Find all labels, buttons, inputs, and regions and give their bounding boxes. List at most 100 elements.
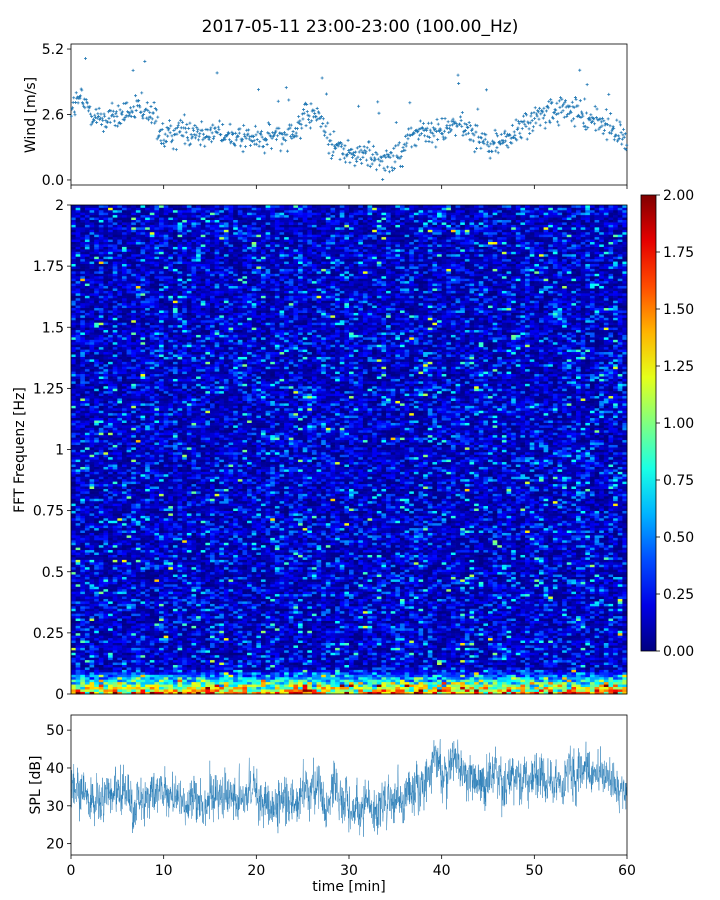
wind-point	[135, 109, 138, 112]
spectrogram-cell	[363, 684, 368, 687]
spectrogram-cell	[94, 628, 99, 631]
spectrogram-cell	[164, 662, 169, 665]
spectrogram-cell	[201, 643, 206, 646]
spectrogram-cell	[238, 616, 243, 619]
spectrogram-cell	[145, 677, 150, 680]
spectrogram-cell	[280, 657, 285, 660]
spectrogram-cell	[562, 652, 567, 655]
spectrogram-cell	[312, 638, 317, 641]
spectrogram-cell	[80, 662, 85, 665]
wind-point	[196, 130, 199, 133]
spectrogram-cell	[414, 672, 419, 675]
spectrogram-cell	[266, 687, 271, 690]
spectrogram-cell	[210, 645, 215, 648]
spectrogram-cell	[502, 670, 507, 673]
spectrogram-cell	[460, 682, 465, 685]
spectrogram-cell	[553, 626, 558, 629]
spectrogram-cell	[141, 662, 146, 665]
spectrogram-cell	[76, 650, 81, 653]
spectrogram-cell	[85, 657, 90, 660]
spectrogram-cell	[479, 660, 484, 663]
spectrogram-cell	[516, 667, 521, 670]
spectrogram-cell	[275, 679, 280, 682]
wind-point	[179, 119, 182, 122]
spectrogram-cell	[85, 633, 90, 636]
spectrogram-cell	[451, 623, 456, 626]
spectrogram-cell	[90, 655, 95, 658]
spectrogram-cell	[182, 662, 187, 665]
spectrogram-cell	[595, 687, 600, 690]
spectrogram-cell	[581, 635, 586, 638]
spectrogram-cell	[479, 648, 484, 651]
spectrogram-cell	[618, 633, 623, 636]
spectrogram-cell	[460, 626, 465, 629]
spectrogram-cell	[168, 684, 173, 687]
spectrogram-cell	[446, 630, 451, 633]
spectrogram-cell	[280, 670, 285, 673]
wind-point	[342, 153, 345, 156]
spectrogram-cell	[590, 618, 595, 621]
spectrogram-cell	[465, 635, 470, 638]
spectrogram-cell	[451, 655, 456, 658]
spectrogram-cell	[168, 630, 173, 633]
spectrogram-cell	[581, 643, 586, 646]
spectrogram-cell	[558, 687, 563, 690]
spectrogram-cell	[219, 679, 224, 682]
spectrogram-cell	[483, 630, 488, 633]
spectrogram-cell	[238, 638, 243, 641]
wind-point	[323, 134, 326, 137]
spectrogram-cell	[141, 640, 146, 643]
spectrogram-cell	[530, 655, 535, 658]
wind-point	[560, 111, 563, 114]
spectrogram-cell	[465, 618, 470, 621]
spectrogram-cell	[150, 660, 155, 663]
spectrogram-cell	[340, 638, 345, 641]
spectrogram-cell	[154, 689, 159, 692]
spectrogram-cell	[354, 635, 359, 638]
spectrogram-cell	[372, 655, 377, 658]
spectrogram-cell	[456, 635, 461, 638]
spectrogram-cell	[168, 689, 173, 692]
spectrogram-cell	[502, 674, 507, 677]
spectrogram-cell	[381, 621, 386, 624]
spectrogram-cell	[442, 630, 447, 633]
spectrogram-cell	[280, 616, 285, 619]
spectrogram-cell	[145, 648, 150, 651]
spectrogram-cell	[391, 655, 396, 658]
spectrogram-cell	[460, 643, 465, 646]
spectrogram-cell	[80, 640, 85, 643]
spectrogram-cell	[437, 655, 442, 658]
spectrogram-cell	[553, 660, 558, 663]
spectrogram-cell	[117, 618, 122, 621]
spectrogram-cell	[71, 677, 76, 680]
spectrogram-cell	[76, 687, 81, 690]
spectrogram-cell	[71, 652, 76, 655]
spectrogram-cell	[145, 640, 150, 643]
spectrogram-cell	[530, 626, 535, 629]
spectrogram-cell	[122, 643, 127, 646]
spectrogram-cell	[613, 660, 618, 663]
wind-point	[164, 133, 167, 136]
spectrogram-cell	[99, 628, 104, 631]
spectrogram-cell	[242, 618, 247, 621]
spectrogram-cell	[127, 645, 132, 648]
spectrogram-cell	[168, 657, 173, 660]
spectrogram-cell	[252, 633, 257, 636]
spectrogram-cell	[117, 667, 122, 670]
spectrogram-cell	[117, 626, 122, 629]
spectrogram-cell	[530, 648, 535, 651]
spectrogram-cell	[456, 665, 461, 668]
spectrogram-cell	[270, 630, 275, 633]
spectrogram-cell	[284, 645, 289, 648]
spectrogram-cell	[571, 613, 576, 616]
spectrogram-cell	[423, 687, 428, 690]
spectrogram-cell	[530, 665, 535, 668]
spectrogram-cell	[465, 630, 470, 633]
wind-point	[538, 107, 541, 110]
spectrogram-cell	[85, 618, 90, 621]
spectrogram-cell	[381, 640, 386, 643]
spectrogram-cell	[117, 679, 122, 682]
spectrogram-cell	[90, 643, 95, 646]
spectrogram-cell	[182, 623, 187, 626]
spectrogram-cell	[330, 655, 335, 658]
